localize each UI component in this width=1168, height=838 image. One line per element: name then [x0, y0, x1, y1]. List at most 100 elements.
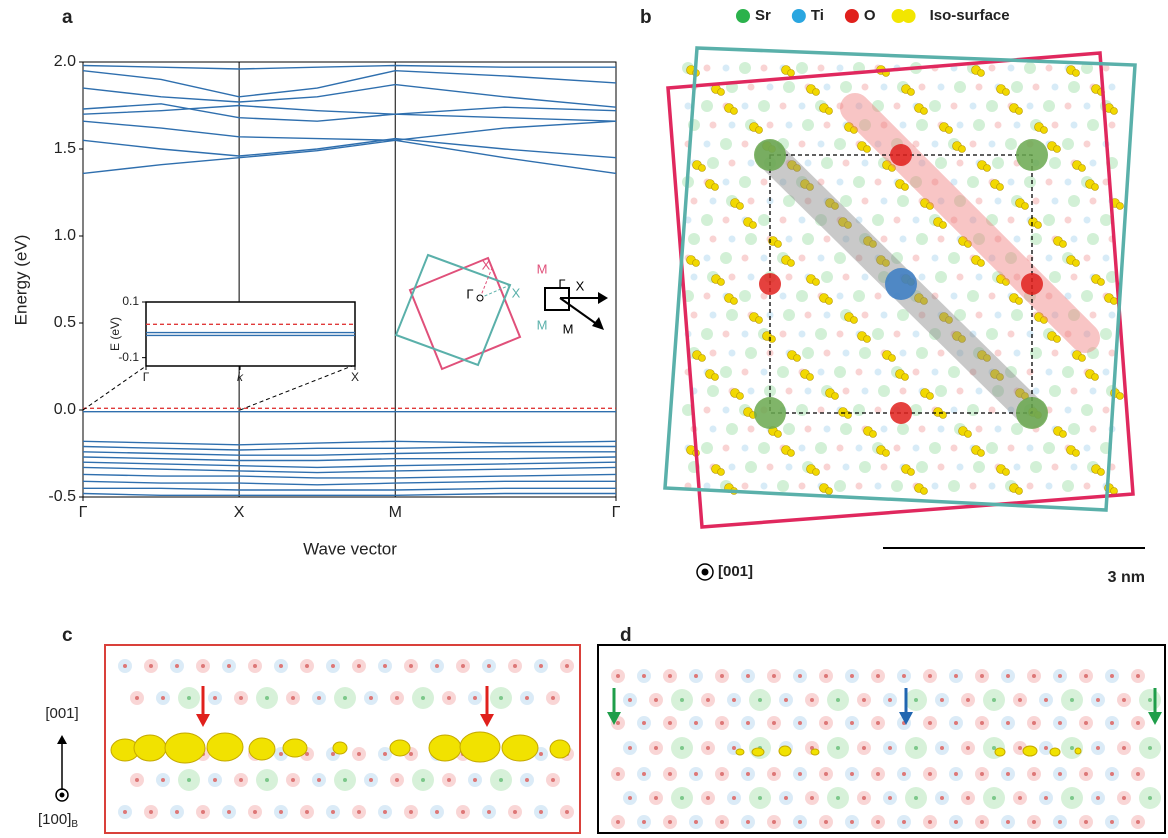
y-tick-label: 0.5 — [54, 314, 76, 331]
atom-core — [1084, 721, 1088, 725]
atom — [894, 331, 901, 338]
atom-core — [1058, 674, 1062, 678]
atom-core — [175, 664, 179, 668]
atom — [748, 388, 755, 395]
atom — [916, 233, 928, 245]
iso — [737, 393, 744, 400]
atom-core — [720, 674, 724, 678]
atom — [777, 366, 789, 378]
atom — [1084, 103, 1091, 110]
atom-core — [1070, 796, 1074, 800]
atom-core — [836, 698, 840, 702]
atom — [935, 157, 947, 169]
atom-core — [706, 746, 710, 750]
iso — [1016, 488, 1023, 495]
atom — [1052, 350, 1059, 357]
atom-core — [461, 664, 465, 668]
atom-core — [1084, 772, 1088, 776]
atom — [995, 312, 1002, 319]
atom — [1008, 65, 1015, 72]
atom — [938, 464, 945, 471]
iso — [737, 203, 744, 210]
atom-core — [369, 778, 373, 782]
atom — [970, 103, 977, 110]
atom — [748, 84, 755, 91]
atom — [710, 426, 717, 433]
atom — [1071, 464, 1078, 471]
atom-core — [187, 778, 191, 782]
inset-y-label: E (eV) — [108, 317, 122, 351]
o-atom — [1021, 273, 1043, 295]
atom — [967, 404, 979, 416]
atom-core — [1110, 820, 1114, 824]
atom — [701, 100, 713, 112]
direction-label: [001] — [45, 705, 78, 722]
atom-core — [954, 674, 958, 678]
atom-core — [1122, 746, 1126, 750]
atom-core — [798, 674, 802, 678]
atom-core — [642, 674, 646, 678]
atom — [1090, 426, 1097, 433]
atom — [837, 293, 844, 300]
atom-core — [668, 820, 672, 824]
atom — [799, 331, 806, 338]
iso — [864, 336, 871, 343]
atom — [900, 350, 907, 357]
atom — [780, 103, 787, 110]
atom — [1049, 157, 1061, 169]
atom-core — [616, 820, 620, 824]
atom-core — [1070, 746, 1074, 750]
iso — [813, 279, 820, 286]
atom — [688, 233, 700, 245]
direction-label: [100]B — [38, 811, 78, 830]
atom — [704, 65, 711, 72]
atom-core — [499, 696, 503, 700]
atom — [1068, 423, 1080, 435]
atom — [989, 483, 996, 490]
atom-core — [473, 778, 477, 782]
atom — [957, 274, 964, 281]
atom — [859, 461, 871, 473]
atom-core — [992, 796, 996, 800]
atom-core — [1018, 698, 1022, 702]
atom — [995, 198, 1002, 205]
atom-core — [1044, 746, 1048, 750]
iso — [997, 184, 1004, 191]
atom — [1043, 442, 1055, 454]
sr-atom — [754, 139, 786, 171]
atom-core — [473, 696, 477, 700]
iso — [775, 241, 782, 248]
atom — [1011, 81, 1023, 93]
atom-core — [1084, 820, 1088, 824]
iso — [731, 108, 738, 115]
atom — [761, 179, 768, 186]
iso-surface — [207, 733, 243, 761]
iso — [756, 127, 763, 134]
atom-core — [175, 810, 179, 814]
atom — [818, 65, 825, 72]
direction-text: [100] — [38, 811, 71, 828]
atom — [976, 84, 983, 91]
atom-core — [628, 796, 632, 800]
iso — [908, 89, 915, 96]
atom — [957, 464, 964, 471]
atom — [894, 103, 901, 110]
iso — [1022, 203, 1029, 210]
iso — [1003, 469, 1010, 476]
iso-surface — [333, 742, 347, 754]
iso-surface — [1050, 748, 1060, 756]
panel-label: d — [620, 625, 632, 646]
atom-core — [810, 796, 814, 800]
atom-core — [265, 778, 269, 782]
atom — [856, 369, 863, 376]
atom — [976, 426, 983, 433]
atom-core — [395, 696, 399, 700]
atom — [834, 138, 846, 150]
atom — [862, 198, 869, 205]
atom — [1071, 122, 1078, 129]
iso-surface — [249, 738, 275, 760]
y-tick-label: -0.5 — [48, 488, 76, 505]
atom — [1005, 138, 1017, 150]
atom — [824, 84, 831, 91]
atom — [742, 331, 749, 338]
